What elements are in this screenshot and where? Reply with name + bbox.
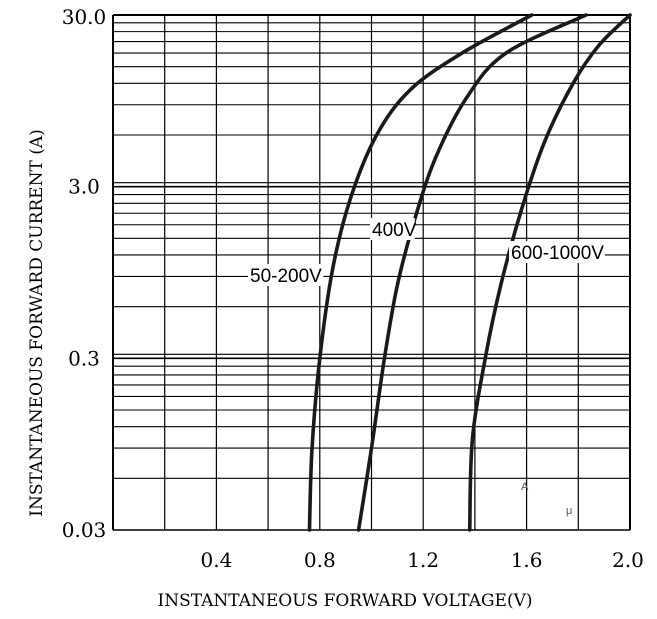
x-tick-label: 0.8 (304, 548, 336, 572)
y-tick-label: 0.03 (62, 518, 107, 542)
x-tick-label: 1.2 (407, 548, 439, 572)
y-tick-labels: 0.03 0.3 3.0 30.0 (62, 5, 107, 542)
y-axis-label: INSTANTANEOUS FORWARD CURRENT (A) (27, 129, 47, 516)
annotation-text: A (521, 481, 529, 493)
y-tick-label: 30.0 (62, 5, 107, 29)
series-label: 50-200V (250, 266, 322, 287)
annotation-text: μ (566, 505, 572, 517)
series-label-background (248, 264, 324, 286)
x-tick-label: 0.4 (200, 548, 232, 572)
series-label-background (370, 218, 415, 240)
x-axis-label: INSTANTANEOUS FORWARD VOLTAGE(V) (157, 591, 532, 611)
x-tick-label: 1.6 (511, 548, 543, 572)
series-label-background (509, 241, 605, 263)
curves (307, 13, 632, 532)
series-line-3 (467, 13, 632, 532)
annotations: Aμ (521, 481, 572, 517)
series-label: 600-1000V (511, 243, 604, 264)
y-tick-label: 0.3 (68, 346, 100, 370)
x-tick-label: 2.0 (612, 548, 644, 572)
x-tick-labels: 0.4 0.8 1.2 1.6 2.0 (200, 548, 643, 572)
series-labels: 50-200V 400V 600-1000V (248, 218, 605, 287)
series-label: 400V (372, 220, 417, 241)
series-line-1 (307, 13, 534, 532)
y-tick-label: 3.0 (68, 175, 100, 199)
